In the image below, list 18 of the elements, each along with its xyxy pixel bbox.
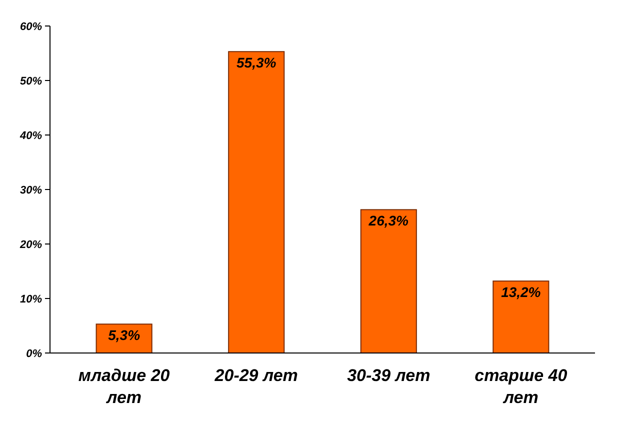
data-label: 13,2% [501,284,542,300]
data-label: 26,3% [368,212,410,229]
y-tick-label: 50% [20,75,42,88]
data-label: 5,3% [108,327,141,344]
bar [228,51,285,354]
y-tick-label: 10% [20,293,42,306]
y-tick-label: 20% [18,238,42,251]
y-tick-label: 40% [18,130,42,142]
x-tick-label: младше 20 лет [78,366,170,407]
y-tick-label: 0% [26,348,42,360]
x-tick-label: 20-29 лет [214,366,298,385]
y-tick-label: 60% [20,20,42,33]
bar [492,280,550,354]
data-label: 55,3% [236,54,277,71]
x-tick-label: старше 40 лет [474,366,568,407]
y-tick-label: 30% [20,184,42,196]
x-tick-label: 30-39 лет [347,366,430,385]
bar [360,209,417,354]
